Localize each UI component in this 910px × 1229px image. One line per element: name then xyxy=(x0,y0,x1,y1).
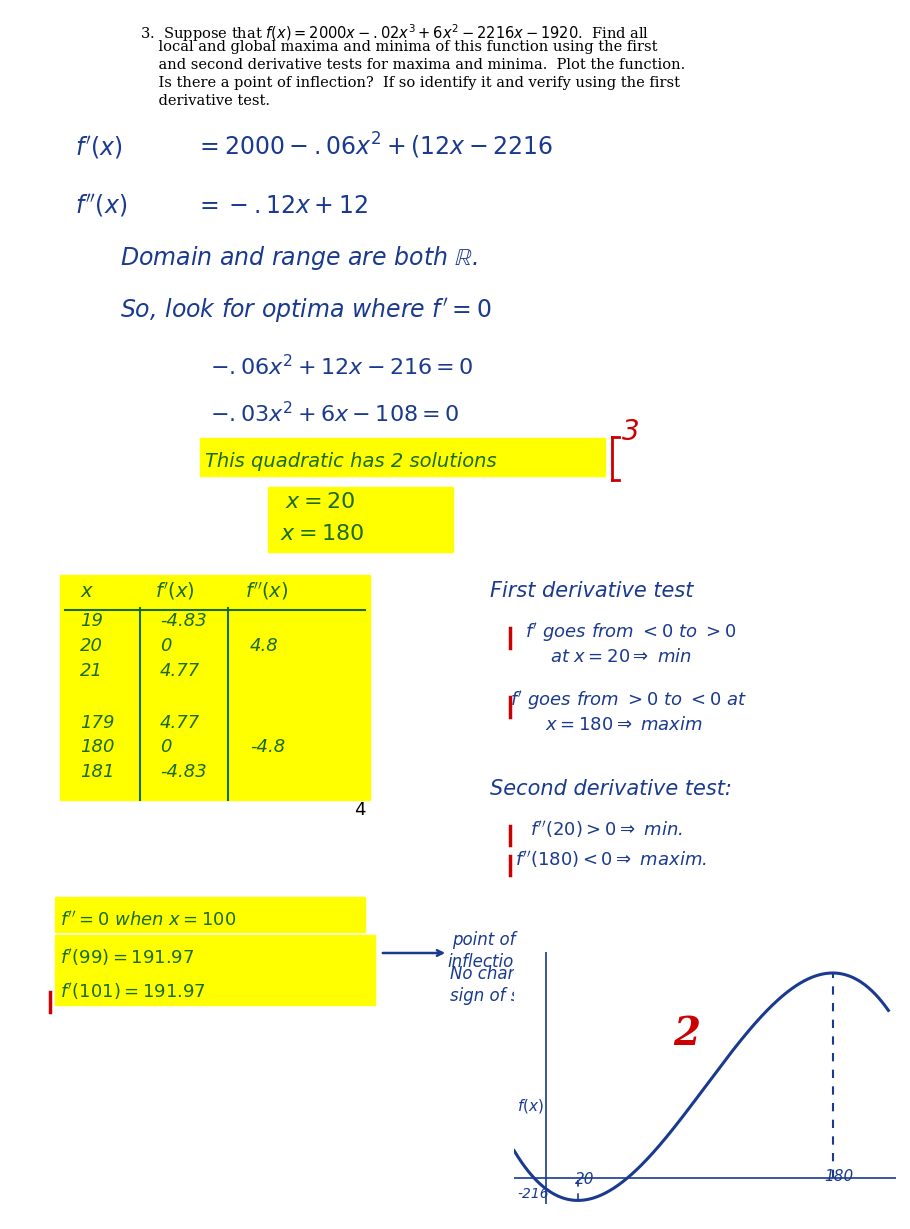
Text: 3.  Suppose that $f(x) = 2000x - .02x^3 + 6x^2 - 2216x - 1920$.  Find all: 3. Suppose that $f(x) = 2000x - .02x^3 +… xyxy=(140,22,649,44)
Text: 4: 4 xyxy=(354,801,366,819)
Text: $-.03x^2+6x-108 = 0$: $-.03x^2+6x-108 = 0$ xyxy=(210,401,460,426)
Text: derivative test.: derivative test. xyxy=(140,93,270,108)
Text: 21: 21 xyxy=(80,662,103,680)
Text: First derivative test: First derivative test xyxy=(490,581,693,601)
Text: $f''(x)$: $f''(x)$ xyxy=(245,580,288,602)
Text: 4.77: 4.77 xyxy=(160,662,200,680)
Text: Second derivative test:: Second derivative test: xyxy=(490,779,732,799)
Text: 0: 0 xyxy=(160,737,171,756)
Text: 20: 20 xyxy=(80,637,103,655)
Text: at $x=20 \Rightarrow$ min: at $x=20 \Rightarrow$ min xyxy=(550,648,692,666)
Bar xyxy=(268,487,453,552)
Text: $f''(20)>0 \Rightarrow$ min.: $f''(20)>0 \Rightarrow$ min. xyxy=(530,819,682,839)
Text: sign of slope.: sign of slope. xyxy=(450,987,561,1005)
Text: 19: 19 xyxy=(80,612,103,630)
Text: -4.83: -4.83 xyxy=(160,612,207,630)
Bar xyxy=(55,935,375,970)
Text: 180: 180 xyxy=(824,1169,854,1184)
Text: local and global maxima and minima of this function using the first: local and global maxima and minima of th… xyxy=(140,41,658,54)
Bar xyxy=(200,438,605,476)
Text: 3: 3 xyxy=(622,418,640,446)
Text: 179: 179 xyxy=(80,714,115,732)
Text: $f'(x)$: $f'(x)$ xyxy=(155,580,195,602)
Text: $= 2000-.06x^2+(12x-2216$: $= 2000-.06x^2+(12x-2216$ xyxy=(195,130,553,161)
Text: $f''(180)<0 \Rightarrow$ maxim.: $f''(180)<0 \Rightarrow$ maxim. xyxy=(515,848,707,869)
Text: $x=180$: $x=180$ xyxy=(280,524,364,544)
Text: $f'$ goes from $>0$ to $<0$ at: $f'$ goes from $>0$ to $<0$ at xyxy=(510,689,747,713)
Text: $f(x)$: $f(x)$ xyxy=(517,1097,544,1116)
Text: This quadratic has 2 solutions: This quadratic has 2 solutions xyxy=(205,452,497,471)
Bar xyxy=(55,897,365,932)
Text: -4.8: -4.8 xyxy=(250,737,285,756)
Text: $f'(x)$: $f'(x)$ xyxy=(75,134,123,161)
Text: $f''=0$ when $x=100$: $f''=0$ when $x=100$ xyxy=(60,909,237,929)
Text: $x=180 \Rightarrow$ maxim: $x=180 \Rightarrow$ maxim xyxy=(545,717,703,734)
Text: $f'(101) = 191.97$: $f'(101) = 191.97$ xyxy=(60,981,206,1002)
Text: $x$: $x$ xyxy=(80,583,95,601)
Text: 0: 0 xyxy=(160,637,171,655)
Text: Domain and range are both $\mathbb{R}$.: Domain and range are both $\mathbb{R}$. xyxy=(120,245,478,272)
Text: $f'$ goes from $<0$ to $>0$: $f'$ goes from $<0$ to $>0$ xyxy=(525,622,736,644)
Text: $f''(x)$: $f''(x)$ xyxy=(75,192,127,219)
Text: -216: -216 xyxy=(517,1187,549,1201)
Text: $= -.12x+12$: $= -.12x+12$ xyxy=(195,194,368,218)
Text: inflection: inflection xyxy=(447,952,524,971)
Text: point of: point of xyxy=(452,932,515,949)
Text: 2: 2 xyxy=(673,1015,701,1053)
Text: $-.06x^2+12x-216 = 0$: $-.06x^2+12x-216 = 0$ xyxy=(210,354,474,379)
Bar xyxy=(55,970,375,1005)
Text: 181: 181 xyxy=(80,763,115,780)
Text: -4.83: -4.83 xyxy=(160,763,207,780)
Text: Is there a point of inflection?  If so identify it and verify using the first: Is there a point of inflection? If so id… xyxy=(140,76,680,90)
Text: and second derivative tests for maxima and minima.  Plot the function.: and second derivative tests for maxima a… xyxy=(140,58,685,73)
Text: 4.77: 4.77 xyxy=(160,714,200,732)
Text: 180: 180 xyxy=(80,737,115,756)
Text: So, look for optima where $f'=0$: So, look for optima where $f'=0$ xyxy=(120,296,491,326)
Text: $f'(99) = 191.97$: $f'(99) = 191.97$ xyxy=(60,946,194,967)
Text: 4.8: 4.8 xyxy=(250,637,278,655)
Text: No change in: No change in xyxy=(450,965,560,983)
Text: $x=20$: $x=20$ xyxy=(285,492,355,512)
Text: 20: 20 xyxy=(575,1171,594,1187)
Bar xyxy=(60,575,370,800)
